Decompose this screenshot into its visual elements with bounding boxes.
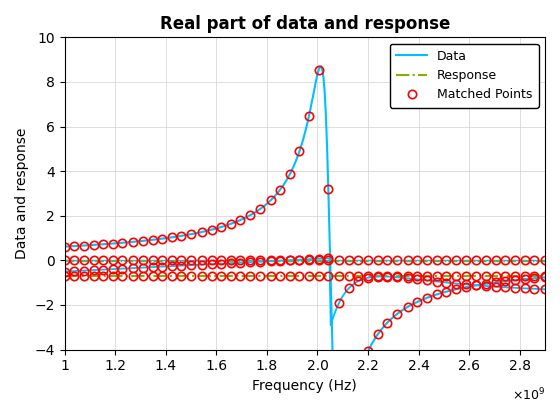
Matched Points [71,244,78,249]
Matched Points [100,242,106,247]
Matched Points [227,221,234,226]
Response [363,274,370,279]
Matched Points [404,304,411,310]
Data [413,300,419,305]
Matched Points [286,172,293,177]
Matched Points [374,332,381,337]
Matched Points [492,280,499,285]
Response [408,274,415,279]
Matched Points [277,187,283,192]
Matched Points [90,242,97,247]
Response [542,274,548,279]
Matched Points [511,278,518,283]
Matched Points [306,113,312,118]
Data [366,346,372,351]
Matched Points [346,414,352,419]
Matched Points [149,237,156,242]
Matched Points [296,149,303,154]
Matched Points [61,244,68,249]
Text: $\times10^9$: $\times10^9$ [512,387,545,404]
Matched Points [237,218,244,223]
Matched Points [169,235,175,240]
Matched Points [119,240,126,245]
Response [410,274,417,279]
Matched Points [139,239,146,244]
Matched Points [473,283,480,288]
Matched Points [531,276,538,281]
Matched Points [521,277,528,282]
Matched Points [109,241,116,246]
Matched Points [384,320,391,325]
Matched Points [218,225,225,230]
Matched Points [256,207,263,212]
Data [410,301,417,306]
Response [61,274,68,279]
Y-axis label: Data and response: Data and response [15,128,29,259]
Matched Points [424,295,431,300]
X-axis label: Frequency (Hz): Frequency (Hz) [253,379,357,393]
Matched Points [394,312,400,317]
Matched Points [130,239,137,244]
Response [119,274,126,279]
Matched Points [483,281,489,286]
Matched Points [462,285,469,290]
Matched Points [178,234,185,239]
Line: Matched Points: Matched Points [60,66,549,420]
Matched Points [208,227,215,232]
Matched Points [355,374,362,379]
Matched Points [159,236,166,241]
Response [218,274,225,279]
Matched Points [452,287,459,292]
Matched Points [502,279,508,284]
Data [542,275,548,280]
Matched Points [414,299,421,304]
Matched Points [247,213,254,218]
Data [251,210,258,215]
Matched Points [443,289,450,294]
Matched Points [81,243,87,248]
Response [251,274,258,279]
Line: Data: Data [64,66,545,420]
Legend: Data, Response, Matched Points: Data, Response, Matched Points [390,44,539,108]
Data [119,240,126,245]
Data [61,244,68,249]
Data [318,64,324,69]
Matched Points [325,186,332,191]
Matched Points [433,292,440,297]
Data [218,225,225,230]
Matched Points [315,67,322,72]
Matched Points [199,229,206,234]
Matched Points [542,275,548,280]
Matched Points [267,198,274,203]
Title: Real part of data and response: Real part of data and response [160,15,450,33]
Matched Points [188,232,194,237]
Matched Points [365,349,371,354]
